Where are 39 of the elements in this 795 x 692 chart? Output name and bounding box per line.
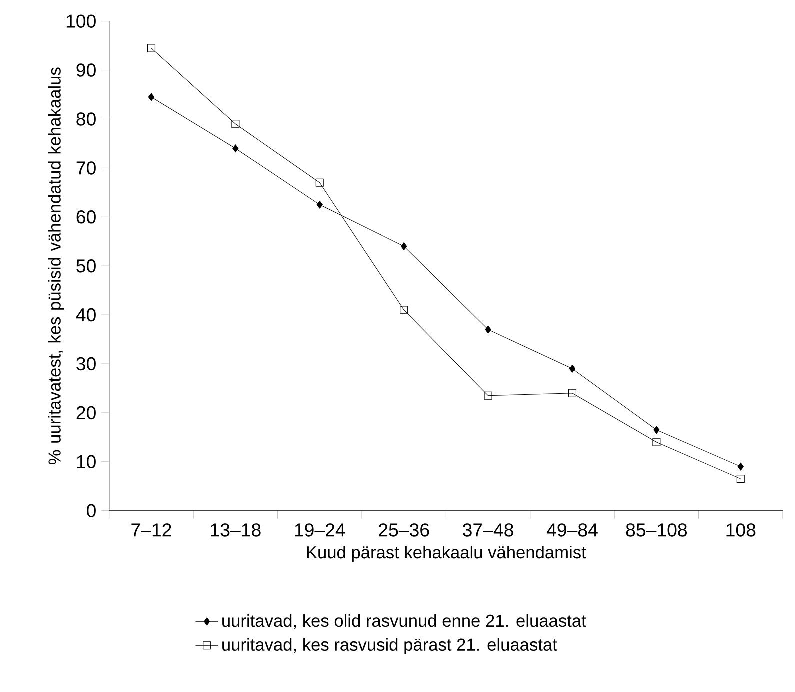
y-axis-title: % uuritavatest, kes püsisid vähendatud kehakaalus	[48, 68, 64, 464]
point	[232, 120, 240, 128]
y-tick-label: 100	[66, 14, 96, 28]
point	[569, 364, 576, 373]
point	[148, 93, 155, 102]
point	[485, 326, 492, 334]
y-tick-label: 80	[76, 112, 96, 126]
y-tick-label: 60	[76, 210, 96, 224]
point	[568, 389, 576, 398]
point	[736, 474, 745, 483]
point	[401, 242, 408, 250]
y-tick-label: 40	[76, 308, 96, 322]
point	[400, 306, 408, 314]
x-tick-label: 7–12	[132, 523, 172, 536]
point	[316, 200, 323, 209]
x-axis-title: Kuud pärast kehakaalu vähendamist	[307, 546, 586, 562]
point	[484, 392, 492, 400]
x-tick-label: 85–108	[626, 523, 688, 537]
legend-label: uuritavad, kes rasvusid pärast 21. eluaastat	[222, 638, 558, 654]
y-tick-label: 50	[76, 259, 96, 273]
y-tick-label: 10	[77, 455, 96, 468]
x-tick-label: 49–84	[546, 523, 598, 537]
x-tick-label: 19–24	[295, 523, 346, 537]
y-tick-label: 30	[76, 357, 96, 370]
y-tick-label: 90	[76, 64, 96, 77]
legend-label: uuritavad, kes olid rasvunud enne 21. eluaastat	[222, 614, 586, 630]
y-tick-label: 20	[76, 406, 96, 420]
y-tick-label: 70	[76, 161, 96, 175]
point	[232, 144, 239, 152]
x-tick-label: 37–48	[463, 523, 514, 537]
point	[147, 44, 156, 52]
x-tick-label: 25–36	[379, 523, 430, 537]
x-tick-label: 108	[726, 523, 756, 537]
point	[316, 178, 324, 187]
point	[654, 426, 660, 434]
point	[652, 438, 661, 446]
point	[738, 462, 744, 471]
x-tick-label: 13–18	[211, 523, 261, 537]
y-tick-label: 0	[87, 504, 96, 518]
